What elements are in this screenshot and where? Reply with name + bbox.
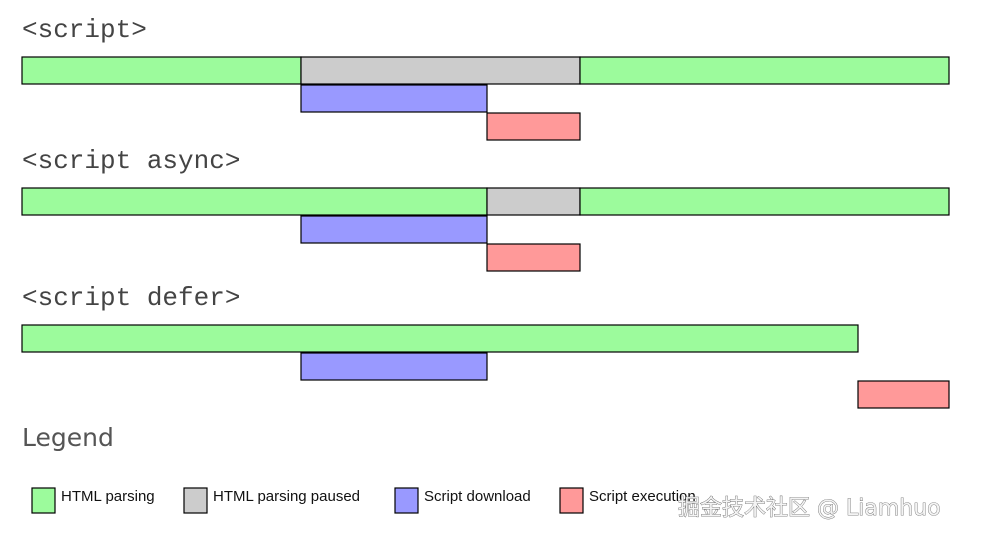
parsing-paused	[300, 56, 581, 85]
section-title: <script async>	[22, 146, 240, 176]
watermark: 掘金技术社区 @ Liamhuo	[678, 496, 941, 521]
section-title: <script defer>	[22, 283, 240, 313]
script-execution	[857, 380, 950, 409]
legend-swatch	[559, 487, 584, 514]
script-execution	[486, 243, 581, 272]
script-download	[300, 352, 488, 381]
html-parsing	[21, 187, 488, 216]
script-execution	[486, 112, 581, 141]
html-parsing	[21, 56, 302, 85]
parsing-paused	[486, 187, 581, 216]
script-download	[300, 215, 488, 244]
legend-label: HTML parsing paused	[213, 488, 360, 505]
html-parsing	[579, 187, 950, 216]
section-title: <script>	[22, 15, 147, 45]
legend-label: Script execution	[589, 488, 696, 505]
legend-title: Legend	[22, 423, 114, 452]
script-download	[300, 84, 488, 113]
legend-label: HTML parsing	[61, 488, 155, 505]
legend-swatch	[394, 487, 419, 514]
legend-swatch	[31, 487, 56, 514]
legend-label: Script download	[424, 488, 531, 505]
html-parsing	[21, 324, 859, 353]
legend-swatch	[183, 487, 208, 514]
html-parsing	[579, 56, 950, 85]
